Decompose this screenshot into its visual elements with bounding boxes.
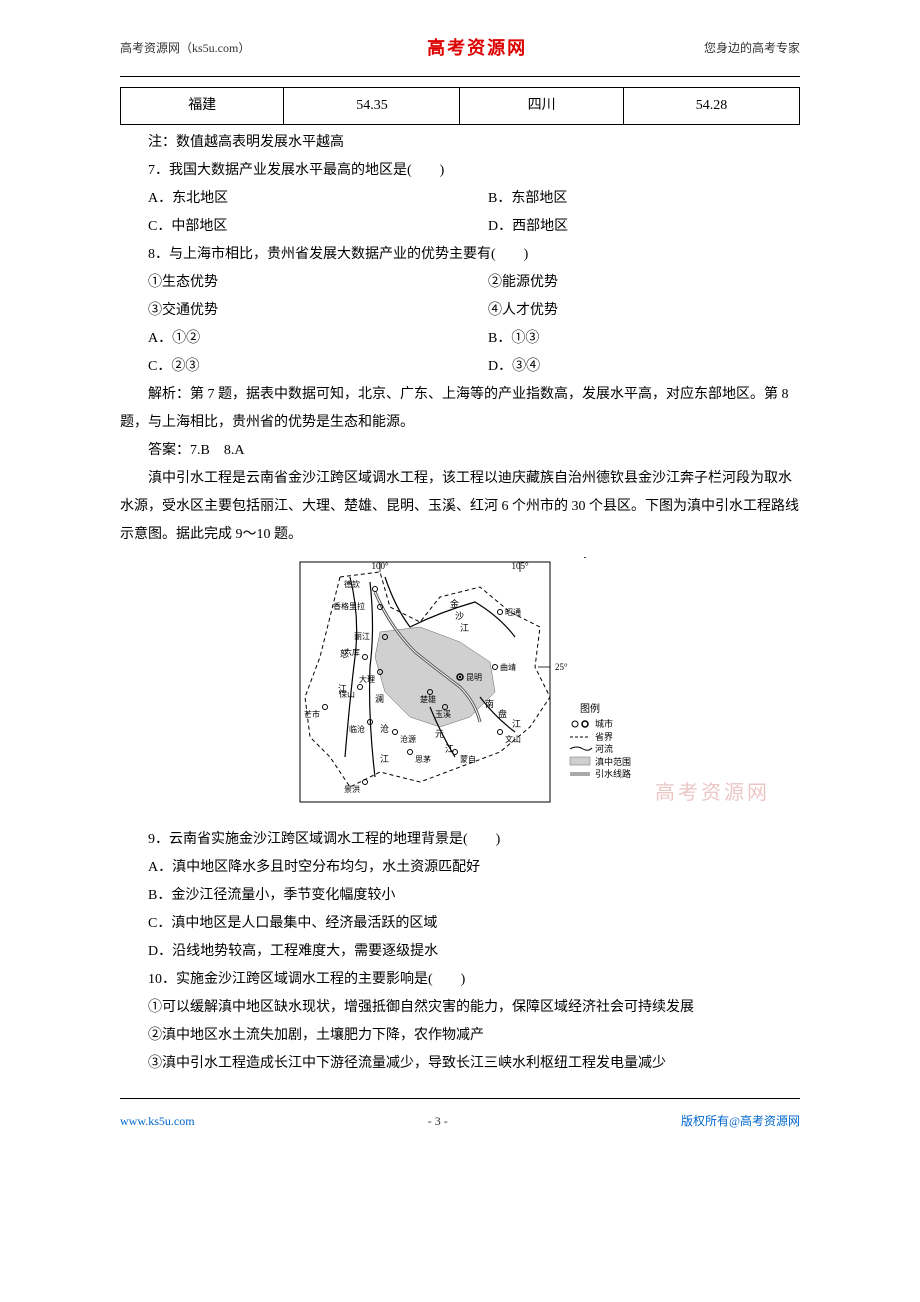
- q10-item3: ③滇中引水工程造成长江中下游径流量减少，导致长江三峡水利枢纽工程发电量减少: [120, 1050, 800, 1078]
- label-lan3: 江: [380, 754, 389, 764]
- city-baoshan: [358, 685, 363, 690]
- q10-item1: ①可以缓解滇中地区缺水现状，增强抵御自然灾害的能力，保障区域经济社会可持续发展: [120, 994, 800, 1022]
- q8-optC: C．②③: [120, 353, 460, 381]
- header-right: 您身边的高考专家: [704, 36, 800, 60]
- page-footer: www.ks5u.com - 3 - 版权所有@高考资源网: [120, 1098, 800, 1133]
- label-nan3: 江: [512, 719, 521, 729]
- q8-options: A．①② B．①③ C．②③ D．③④: [120, 325, 800, 381]
- label-kunming: 昆明: [466, 673, 482, 682]
- explanation-78: 解析：第 7 题，据表中数据可知，北京、广东、上海等的产业指数高，发展水平高，对…: [120, 381, 800, 437]
- label-cangyuan: 沧源: [400, 734, 416, 744]
- label-wenshan: 文山: [505, 734, 521, 744]
- label-lincang: 临沧: [349, 724, 365, 734]
- label-mangshi: 芒市: [304, 709, 320, 719]
- q7-optA: A．东北地区: [120, 185, 460, 213]
- label-xianggelila: 香格里拉: [333, 601, 365, 611]
- data-table: 福建 54.35 四川 54.28: [120, 87, 800, 125]
- q8-stem: 8．与上海市相比，贵州省发展大数据产业的优势主要有( ): [120, 241, 800, 269]
- q7-options: A．东北地区 B．东部地区 C．中部地区 D．西部地区: [120, 185, 800, 241]
- city-cangyuan: [393, 730, 398, 735]
- legend-city-icon2: [582, 721, 588, 727]
- label-nan2: 盘: [498, 708, 507, 719]
- table-row: 福建 54.35 四川 54.28: [121, 88, 800, 125]
- q10-item2: ②滇中地区水土流失加剧，土壤肥力下降，农作物减产: [120, 1022, 800, 1050]
- q9-optA: A．滇中地区降水多且时空分布均匀，水土资源匹配好: [120, 854, 800, 882]
- q7-optC: C．中部地区: [120, 213, 460, 241]
- city-mangshi: [323, 705, 328, 710]
- footer-left: www.ks5u.com: [120, 1109, 195, 1133]
- city-wenshan: [498, 730, 503, 735]
- q8-optB: B．①③: [460, 325, 800, 353]
- label-zhaotong: 昭通: [505, 607, 521, 617]
- watermark: 高考资源网: [655, 773, 770, 813]
- q8-item4: ④人才优势: [460, 297, 800, 325]
- header-left: 高考资源网（ks5u.com）: [120, 36, 250, 60]
- label-mengzi: 蒙自: [460, 754, 476, 764]
- label-simao: 思茅: [415, 754, 431, 764]
- label-deqin: 德钦: [344, 579, 360, 589]
- q10-stem: 10．实施金沙江跨区域调水工程的主要影响是( ): [120, 966, 800, 994]
- city-simao: [408, 750, 413, 755]
- passage-910: 滇中引水工程是云南省金沙江跨区域调水工程，该工程以迪庆藏族自治州德钦县金沙江奔子…: [120, 465, 800, 549]
- table-cell: 54.35: [284, 88, 460, 125]
- table-cell: 四川: [460, 88, 623, 125]
- q8-item1: ①生态优势: [120, 269, 460, 297]
- answer-78: 答案：7.B 8.A: [120, 437, 800, 465]
- q8-items: ①生态优势 ②能源优势 ③交通优势 ④人才优势: [120, 269, 800, 325]
- legend-area: 滇中范围: [595, 756, 631, 767]
- label-yuxi: 玉溪: [435, 709, 451, 719]
- label-nu2: 江: [338, 684, 347, 694]
- label-yuan2: 江: [445, 744, 454, 754]
- legend-river-icon: [570, 747, 592, 750]
- footer-page-number: - 3 -: [428, 1109, 448, 1133]
- label-dali: 大理: [359, 674, 375, 684]
- map-figure: 100° 105° 25° 德钦 香格里拉 丽江 六库 大理 保山 芒市 临沧 …: [120, 557, 800, 818]
- table-cell: 54.28: [623, 88, 799, 125]
- city-jinghong: [363, 780, 368, 785]
- q8-optD: D．③④: [460, 353, 800, 381]
- q8-item3: ③交通优势: [120, 297, 460, 325]
- label-jinghong: 景洪: [344, 784, 360, 794]
- label-jinsha1: 金: [450, 598, 459, 609]
- label-lat25: 25°: [555, 662, 568, 672]
- legend-city-icon: [572, 721, 578, 727]
- legend-title: 图例: [580, 702, 600, 715]
- city-qujing: [493, 665, 498, 670]
- city-liuku: [363, 655, 368, 660]
- label-jinsha2: 沙: [455, 611, 464, 621]
- q7-stem: 7．我国大数据产业发展水平最高的地区是( ): [120, 157, 800, 185]
- label-qujing: 曲靖: [500, 662, 516, 672]
- table-note: 注：数值越高表明发展水平越高: [120, 129, 800, 157]
- legend-river: 河流: [595, 743, 613, 754]
- q8-item2: ②能源优势: [460, 269, 800, 297]
- table-cell: 福建: [121, 88, 284, 125]
- city-zhaotong: [498, 610, 503, 615]
- city-deqin: [373, 587, 378, 592]
- legend-city-icon2-dot: [584, 557, 586, 558]
- q9-optB: B．金沙江径流量小，季节变化幅度较小: [120, 882, 800, 910]
- label-lan1: 澜: [375, 694, 384, 704]
- label-jinsha3: 江: [460, 623, 469, 633]
- q9-stem: 9．云南省实施金沙江跨区域调水工程的地理背景是( ): [120, 826, 800, 854]
- yunnan-map-svg: 100° 105° 25° 德钦 香格里拉 丽江 六库 大理 保山 芒市 临沧 …: [280, 557, 640, 807]
- city-kunming-dot: [459, 676, 461, 678]
- legend-city: 城市: [595, 718, 613, 729]
- label-nan1: 南: [485, 698, 494, 709]
- q8-optA: A．①②: [120, 325, 460, 353]
- label-lijiang: 丽江: [354, 632, 370, 641]
- q9-optD: D．沿线地势较高，工程难度大，需要逐级提水: [120, 938, 800, 966]
- label-nu1: 怒: [340, 648, 349, 659]
- label-chuxiong: 楚雄: [420, 694, 436, 704]
- header-center-logo: 高考资源网: [427, 30, 527, 66]
- legend-border: 省界: [595, 731, 613, 742]
- q7-optD: D．西部地区: [460, 213, 800, 241]
- label-lan2: 沧: [380, 723, 389, 734]
- label-yuan1: 元: [435, 729, 444, 739]
- footer-right: 版权所有@高考资源网: [681, 1109, 800, 1133]
- page-header: 高考资源网（ks5u.com） 高考资源网 您身边的高考专家: [120, 20, 800, 77]
- legend-area-icon: [570, 757, 590, 765]
- legend-route: 引水线路: [595, 768, 631, 779]
- q9-optC: C．滇中地区是人口最集中、经济最活跃的区域: [120, 910, 800, 938]
- q7-optB: B．东部地区: [460, 185, 800, 213]
